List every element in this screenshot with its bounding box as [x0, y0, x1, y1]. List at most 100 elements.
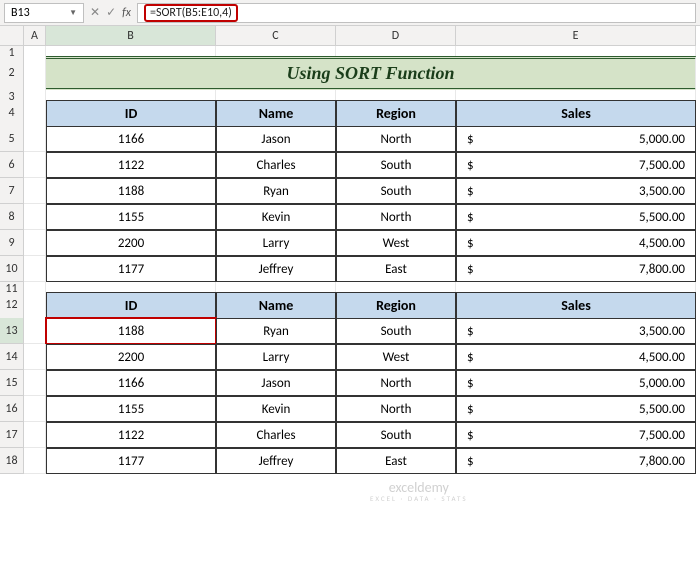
cell-id[interactable]: 1166 — [46, 370, 216, 396]
th-region-2[interactable]: Region — [336, 292, 456, 319]
cell-region[interactable]: East — [336, 448, 456, 474]
cell-name[interactable]: Charles — [216, 422, 336, 448]
cell-id[interactable]: 2200 — [46, 344, 216, 370]
cell-id[interactable]: 1166 — [46, 126, 216, 152]
select-all-corner[interactable] — [0, 26, 24, 46]
cell-sales[interactable]: $4,500.00 — [456, 230, 696, 256]
row-header-4[interactable]: 4 — [0, 100, 24, 127]
row-header-9[interactable]: 9 — [0, 230, 24, 256]
cell-region[interactable]: West — [336, 344, 456, 370]
cell-a9[interactable] — [24, 230, 46, 256]
cell-a10[interactable] — [24, 256, 46, 282]
row-header-13[interactable]: 13 — [0, 318, 24, 344]
row-header-18[interactable]: 18 — [0, 448, 24, 474]
cell-id[interactable]: 1177 — [46, 256, 216, 282]
formula-controls: ✕ ✓ fx — [90, 5, 131, 20]
cell-sales[interactable]: $7,500.00 — [456, 152, 696, 178]
row-header-7[interactable]: 7 — [0, 178, 24, 204]
cell-a18[interactable] — [24, 448, 46, 474]
th-name-1[interactable]: Name — [216, 100, 336, 127]
cell-name[interactable]: Larry — [216, 230, 336, 256]
cell-region[interactable]: North — [336, 370, 456, 396]
row-header-8[interactable]: 8 — [0, 204, 24, 230]
cell-sales[interactable]: $5,500.00 — [456, 204, 696, 230]
cell-region[interactable]: South — [336, 152, 456, 178]
cell-a4[interactable] — [24, 100, 46, 127]
col-header-e[interactable]: E — [456, 26, 696, 46]
active-cell[interactable]: 1188 — [46, 318, 216, 344]
cell-name[interactable]: Jeffrey — [216, 256, 336, 282]
cell-name[interactable]: Jason — [216, 370, 336, 396]
th-name-2[interactable]: Name — [216, 292, 336, 319]
cell-a5[interactable] — [24, 126, 46, 152]
cell-name[interactable]: Jason — [216, 126, 336, 152]
cell-name[interactable]: Jeffrey — [216, 448, 336, 474]
cell-region[interactable]: South — [336, 178, 456, 204]
cell-sales[interactable]: $3,500.00 — [456, 318, 696, 344]
row-header-15[interactable]: 15 — [0, 370, 24, 396]
cell-region[interactable]: North — [336, 126, 456, 152]
cell-id[interactable]: 2200 — [46, 230, 216, 256]
cell-sales[interactable]: $5,000.00 — [456, 370, 696, 396]
th-sales-1[interactable]: Sales — [456, 100, 696, 127]
cell-a6[interactable] — [24, 152, 46, 178]
cell-a7[interactable] — [24, 178, 46, 204]
cell-id[interactable]: 1122 — [46, 152, 216, 178]
row-header-6[interactable]: 6 — [0, 152, 24, 178]
cell-id[interactable]: 1177 — [46, 448, 216, 474]
cell-sales[interactable]: $7,500.00 — [456, 422, 696, 448]
cell-region[interactable]: North — [336, 396, 456, 422]
cell-name[interactable]: Kevin — [216, 204, 336, 230]
row-header-5[interactable]: 5 — [0, 126, 24, 152]
row-header-17[interactable]: 17 — [0, 422, 24, 448]
cell-id[interactable]: 1122 — [46, 422, 216, 448]
chevron-down-icon[interactable]: ▼ — [69, 8, 77, 18]
cell-sales[interactable]: $4,500.00 — [456, 344, 696, 370]
cell-name[interactable]: Kevin — [216, 396, 336, 422]
cell-a16[interactable] — [24, 396, 46, 422]
col-header-b[interactable]: B — [46, 26, 216, 46]
cell-sales[interactable]: $5,000.00 — [456, 126, 696, 152]
row-header-16[interactable]: 16 — [0, 396, 24, 422]
enter-icon[interactable]: ✓ — [106, 5, 116, 20]
cell-region[interactable]: South — [336, 422, 456, 448]
cell-id[interactable]: 1155 — [46, 396, 216, 422]
cell-region[interactable]: East — [336, 256, 456, 282]
cell-name[interactable]: Charles — [216, 152, 336, 178]
amount: 7,500.00 — [639, 158, 689, 173]
cell-sales[interactable]: $7,800.00 — [456, 448, 696, 474]
cell-region[interactable]: North — [336, 204, 456, 230]
col-header-d[interactable]: D — [336, 26, 456, 46]
cell-sales[interactable]: $3,500.00 — [456, 178, 696, 204]
cell-id[interactable]: 1155 — [46, 204, 216, 230]
row-header-10[interactable]: 10 — [0, 256, 24, 282]
cell-sales[interactable]: $7,800.00 — [456, 256, 696, 282]
th-sales-2[interactable]: Sales — [456, 292, 696, 319]
cell-id[interactable]: 1188 — [46, 178, 216, 204]
th-id-1[interactable]: ID — [46, 100, 216, 127]
cell-a17[interactable] — [24, 422, 46, 448]
col-header-c[interactable]: C — [216, 26, 336, 46]
fx-icon[interactable]: fx — [122, 6, 131, 20]
name-box[interactable]: B13 ▼ — [4, 3, 84, 23]
row-header-12[interactable]: 12 — [0, 292, 24, 319]
cell-sales[interactable]: $5,500.00 — [456, 396, 696, 422]
row-header-14[interactable]: 14 — [0, 344, 24, 370]
cell-name[interactable]: Ryan — [216, 318, 336, 344]
row-header-2[interactable]: 2 — [0, 56, 24, 91]
cell-a8[interactable] — [24, 204, 46, 230]
cell-a14[interactable] — [24, 344, 46, 370]
cell-name[interactable]: Ryan — [216, 178, 336, 204]
cell-a15[interactable] — [24, 370, 46, 396]
cell-name[interactable]: Larry — [216, 344, 336, 370]
cell-region[interactable]: West — [336, 230, 456, 256]
formula-bar[interactable]: =SORT(B5:E10,4) — [137, 3, 696, 23]
col-header-a[interactable]: A — [24, 26, 46, 46]
cell-a12[interactable] — [24, 292, 46, 319]
th-region-1[interactable]: Region — [336, 100, 456, 127]
cancel-icon[interactable]: ✕ — [90, 5, 100, 20]
cell-a13[interactable] — [24, 318, 46, 344]
cell-a2[interactable] — [24, 56, 46, 91]
cell-region[interactable]: South — [336, 318, 456, 344]
th-id-2[interactable]: ID — [46, 292, 216, 319]
